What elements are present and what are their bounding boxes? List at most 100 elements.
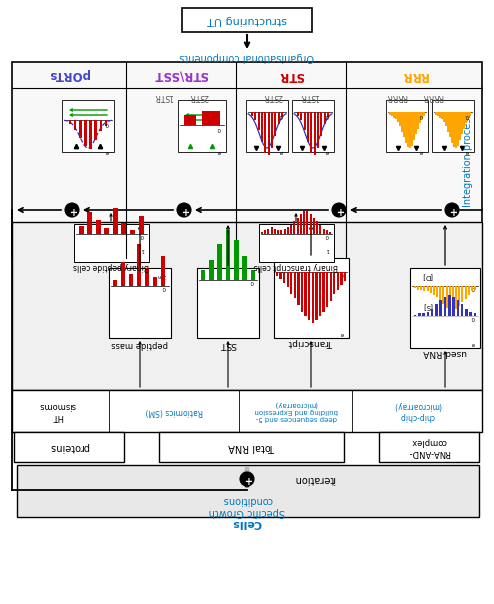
Bar (17, 465, 479, 517)
Bar (276, 272, 278, 277)
Bar (314, 112, 316, 155)
Bar (393, 112, 395, 118)
Bar (69, 120, 71, 124)
Bar (379, 432, 479, 462)
Bar (296, 218, 298, 234)
Text: RRRR: RRRR (421, 92, 443, 101)
Bar (259, 224, 334, 262)
Bar (451, 112, 453, 143)
Text: RNA-AND-
complex: RNA-AND- complex (408, 437, 450, 457)
Text: Cells: Cells (232, 518, 262, 528)
Text: 0: 0 (140, 234, 144, 239)
Text: Transcript: Transcript (289, 338, 333, 347)
Text: peptide mass: peptide mass (112, 339, 168, 349)
Bar (62, 100, 114, 152)
Bar (340, 272, 342, 285)
Bar (464, 286, 466, 298)
Bar (271, 226, 273, 234)
Bar (304, 272, 307, 316)
Bar (292, 100, 334, 152)
Bar (469, 312, 472, 316)
Bar (399, 112, 401, 126)
Bar (130, 230, 135, 234)
Bar (401, 112, 403, 132)
Bar (319, 225, 321, 234)
Bar (344, 272, 346, 281)
Bar (280, 272, 282, 278)
Text: 0: 0 (163, 286, 166, 291)
Bar (246, 100, 288, 152)
Bar (264, 112, 266, 153)
Bar (294, 272, 296, 298)
Bar (403, 112, 405, 137)
Bar (316, 222, 318, 234)
Bar (439, 286, 441, 300)
Text: 0: 0 (250, 280, 254, 284)
Bar (201, 270, 205, 280)
Bar (258, 112, 260, 130)
Bar (226, 230, 230, 280)
Bar (319, 272, 321, 316)
Bar (315, 272, 318, 320)
Text: 0: 0 (465, 113, 469, 118)
Bar (264, 230, 266, 234)
Text: Ratiomics (SM): Ratiomics (SM) (145, 406, 203, 416)
Bar (329, 232, 331, 234)
Bar (79, 120, 82, 138)
Bar (443, 112, 445, 122)
Bar (297, 112, 299, 115)
Text: deep sequences and 5-
building and Expression
(microarray): deep sequences and 5- building and Expre… (254, 400, 338, 421)
Bar (283, 272, 286, 283)
Text: e: e (419, 149, 423, 154)
Text: +: + (335, 205, 343, 215)
Bar (444, 297, 446, 316)
Bar (79, 226, 83, 234)
Bar (452, 286, 454, 313)
Text: e: e (106, 149, 109, 154)
Bar (14, 432, 124, 462)
Text: 0: 0 (471, 286, 475, 291)
Bar (465, 112, 467, 123)
Bar (329, 272, 332, 301)
Bar (307, 112, 309, 142)
Bar (121, 262, 125, 286)
Bar (94, 120, 97, 140)
Bar (277, 230, 279, 234)
Bar (300, 112, 302, 120)
Bar (457, 112, 459, 146)
Bar (417, 286, 419, 289)
Bar (443, 286, 445, 304)
Bar (461, 112, 463, 135)
Text: chip-chip
(microarray): chip-chip (microarray) (393, 401, 441, 421)
Circle shape (332, 203, 346, 217)
Circle shape (65, 203, 79, 217)
Bar (418, 313, 420, 316)
Bar (413, 112, 415, 140)
Bar (448, 295, 451, 316)
Bar (461, 286, 463, 302)
Circle shape (445, 203, 459, 217)
Bar (303, 211, 305, 234)
Text: e: e (326, 149, 329, 154)
Text: +: + (68, 205, 76, 215)
Bar (474, 286, 476, 289)
Text: pORTs: pORTs (49, 68, 89, 82)
Bar (441, 112, 443, 119)
Bar (159, 432, 344, 462)
Bar (293, 222, 295, 234)
Bar (271, 112, 273, 148)
Text: 0: 0 (326, 234, 329, 239)
Bar (122, 223, 126, 234)
Bar (261, 112, 263, 142)
Bar (12, 198, 482, 222)
Bar (209, 260, 213, 280)
Bar (465, 309, 468, 316)
Bar (333, 272, 335, 294)
Circle shape (240, 472, 254, 486)
Text: 2m: 2m (157, 274, 166, 278)
Bar (409, 112, 411, 149)
Bar (178, 100, 226, 152)
Bar (161, 256, 165, 286)
Text: 2STR: 2STR (189, 92, 209, 101)
Bar (87, 211, 92, 234)
